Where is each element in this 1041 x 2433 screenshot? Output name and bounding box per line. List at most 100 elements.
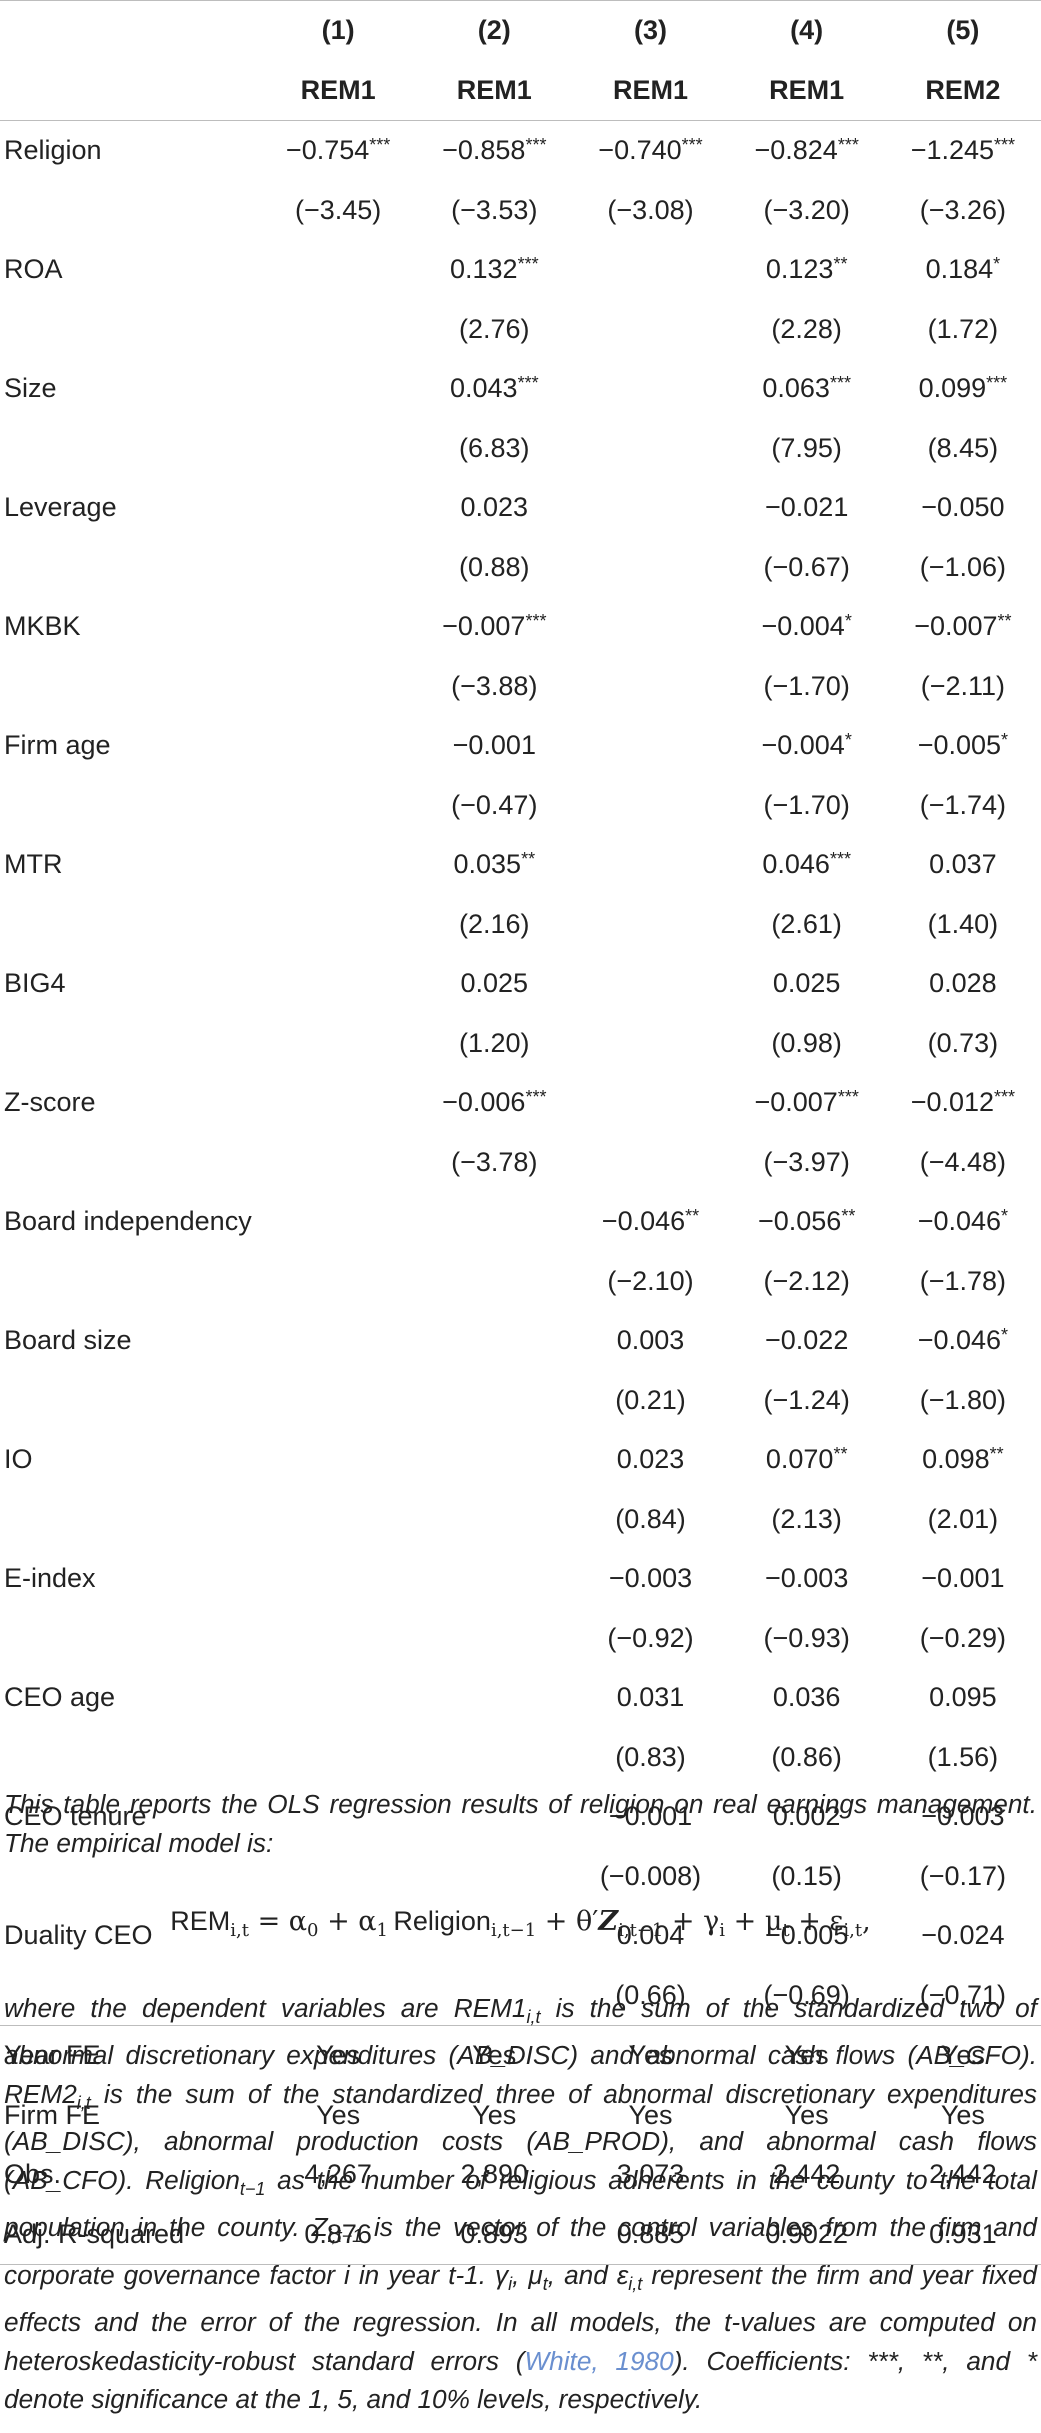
citation-link[interactable]: White, 1980 <box>524 2345 674 2376</box>
row-label: CEO age <box>4 1682 116 1713</box>
coefficient-cell: −0.001 <box>921 1563 1005 1594</box>
coefficient-cell <box>260 1311 416 1371</box>
row-label: Board size <box>4 1325 132 1356</box>
t-value-cell: (−1.78) <box>919 1265 1007 1296</box>
eq-sub: i,t−1 <box>490 1920 537 1941</box>
notes-sub: i,t <box>628 2273 643 2294</box>
significance-stars: *** <box>837 1087 859 1108</box>
eq-part: + θ′ <box>536 1906 599 1937</box>
significance-stars: *** <box>986 373 1008 394</box>
notes-sub: t−1 <box>239 2178 266 2199</box>
t-value-cell: (−2.11) <box>920 670 1006 701</box>
footer-value: Yes <box>416 2025 573 2086</box>
footer-label: Adj. R-squared <box>0 2204 261 2265</box>
significance-stars: ** <box>685 1206 700 1227</box>
t-value-cell: (2.01) <box>927 1503 999 1534</box>
t-value-cell <box>572 776 728 836</box>
t-value-cell: (−3.20) <box>763 194 850 225</box>
footer-value: Yes <box>260 2025 417 2086</box>
t-value-cell: (−0.29) <box>919 1622 1007 1653</box>
coefficient-cell: −0.007*** <box>754 1087 859 1118</box>
significance-stars: ** <box>989 1444 1004 1465</box>
t-value-cell: (0.88) <box>459 551 530 582</box>
coefficient-cell: −0.004* <box>761 611 852 642</box>
coefficient-cell: 0.043*** <box>450 373 539 404</box>
footer-value: 0.9022 <box>728 2204 885 2265</box>
t-value-cell: (−1.80) <box>919 1384 1007 1415</box>
t-value-cell: (2.76) <box>459 313 530 344</box>
t-value-cell: (0.84) <box>615 1503 686 1534</box>
t-value-cell <box>572 300 728 360</box>
row-label: Religion <box>4 135 102 166</box>
t-value-cell: (−3.97) <box>763 1146 850 1177</box>
table-row-tstat: (0.66) (−0.69) (−0.71) <box>0 1966 1041 2026</box>
row-label-empty <box>0 181 260 241</box>
t-value-cell: (−0.008) <box>599 1860 702 1891</box>
header-row-dependents: REM1 REM1 REM1 REM1 REM2 <box>0 60 1041 121</box>
coefficient-cell: 0.036 <box>772 1682 841 1713</box>
footer-value: Yes <box>728 2025 885 2086</box>
coefficient-cell <box>260 478 416 538</box>
table-row: MTR 0.035** 0.046*** 0.037 <box>0 835 1041 895</box>
t-value-cell: (7.95) <box>771 432 842 463</box>
coefficient-cell: 0.031 <box>616 1682 685 1713</box>
t-value-cell: (−2.10) <box>607 1265 694 1296</box>
notes-text: is the sum of the standardized three of … <box>4 2078 1037 2195</box>
table-row: Leverage 0.023 −0.021 −0.050 <box>0 478 1041 538</box>
table-row: IO 0.023 0.070** 0.098** <box>0 1430 1041 1490</box>
significance-stars: * <box>844 611 852 632</box>
coefficient-cell: 0.035** <box>453 849 536 880</box>
row-label: Size <box>4 373 57 404</box>
row-label: Duality CEO <box>4 1920 153 1951</box>
footer-value: 3,073 <box>616 2159 685 2190</box>
coefficient-cell: −0.003 <box>608 1563 693 1594</box>
eq-part: + α <box>318 1906 377 1937</box>
eq-sub: i,t−1 <box>618 1920 664 1941</box>
column-number: (1) <box>260 0 417 61</box>
row-label-empty <box>0 1490 260 1550</box>
coefficient-cell: 0.002 <box>772 1801 841 1832</box>
coefficient-cell <box>416 1668 572 1728</box>
coefficient-cell <box>572 597 728 657</box>
eq-sub: 0 <box>307 1920 319 1941</box>
t-value-cell: (0.98) <box>771 1027 842 1058</box>
significance-stars: *** <box>994 135 1016 156</box>
table-row-tstat: (−2.10) (−2.12) (−1.78) <box>0 1252 1041 1312</box>
significance-stars: *** <box>994 1087 1016 1108</box>
footer-value: Yes <box>572 2025 729 2086</box>
coefficient-cell: 0.132*** <box>450 254 539 285</box>
t-value-cell <box>416 1490 572 1550</box>
significance-stars: *** <box>517 373 539 394</box>
eq-part: Z <box>598 1906 619 1937</box>
footer-value: 2,442 <box>772 2159 841 2190</box>
t-value-cell: (−3.78) <box>451 1146 538 1177</box>
notes-text: as the number of religious adherents in … <box>4 2164 1037 2243</box>
coefficient-cell: −0.024 <box>921 1920 1005 1951</box>
t-value-cell: (1.20) <box>459 1027 530 1058</box>
footer-value: Yes <box>316 2099 361 2130</box>
t-value-cell <box>572 895 728 955</box>
notes-text: represent the firm and year fixed effect… <box>4 2259 1037 2376</box>
table-row: MKBK −0.007*** −0.004* −0.007** <box>0 597 1041 657</box>
coefficient-cell <box>260 1430 416 1490</box>
coefficient-cell <box>260 597 416 657</box>
footer-value: 0.885 <box>572 2204 729 2265</box>
row-label: Board independency <box>4 1206 252 1237</box>
t-value-cell: (−1.06) <box>919 551 1007 582</box>
table-row-tstat: (0.84) (2.13) (2.01) <box>0 1490 1041 1550</box>
t-value-cell: (−3.45) <box>294 194 382 225</box>
significance-stars: ** <box>833 1444 848 1465</box>
footer-value: Yes <box>884 2025 1041 2086</box>
t-value-cell: (2.16) <box>459 908 530 939</box>
table-row-tstat: (−0.92) (−0.93) (−0.29) <box>0 1609 1041 1669</box>
significance-stars: *** <box>369 135 391 156</box>
significance-stars: * <box>844 730 852 751</box>
eq-part: Religion <box>393 1906 491 1936</box>
column-dependent: REM1 <box>260 60 417 121</box>
coefficient-cell: −0.012*** <box>910 1087 1016 1118</box>
coefficient-cell: −0.046** <box>601 1206 700 1237</box>
table-row-tstat: (−3.88) (−1.70) (−2.11) <box>0 657 1041 717</box>
t-value-cell <box>260 1609 416 1669</box>
row-label: MTR <box>4 849 63 880</box>
notes-text: is the vector of the control variables f… <box>4 2212 1037 2290</box>
